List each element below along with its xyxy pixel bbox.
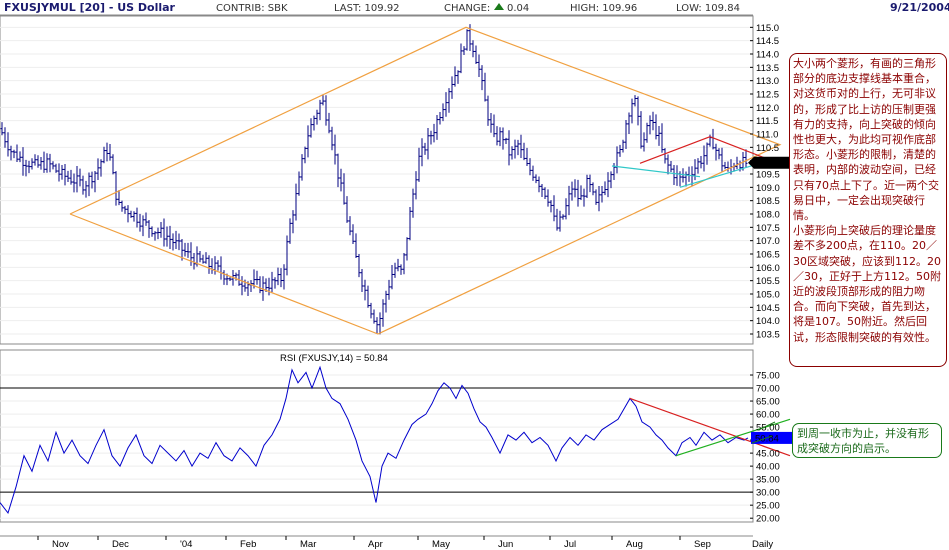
- price-tick-label: 104.5: [756, 303, 780, 314]
- x-tick-label: Jun: [498, 539, 513, 550]
- x-tick-label: May: [432, 539, 450, 550]
- rsi-title: RSI (FXUSJY,14) = 50.84: [280, 353, 388, 364]
- rsi-tick-label: 25.00: [756, 501, 780, 512]
- price-tick-label: 105.5: [756, 276, 780, 287]
- price-tick-label: 106.0: [756, 263, 780, 274]
- trendline-small-lower-left: [611, 165, 701, 178]
- price-tick-label: 109.0: [756, 183, 780, 194]
- x-tick-label: Mar: [300, 539, 316, 550]
- price-frame: [0, 15, 754, 345]
- rsi-tick-label: 60.00: [756, 410, 780, 421]
- rsi-tick-label: 65.00: [756, 397, 780, 408]
- contrib-label: CONTRIB: SBK: [216, 3, 288, 14]
- trendline-small-upper-right: [709, 136, 766, 159]
- main-annotation-para-2: 小菱形向上突破后的理论量度差不多200点，在110。20／30区域突破，应该到1…: [793, 224, 941, 344]
- x-tick-label: Sep: [694, 539, 711, 550]
- trendline-rsi-lower: [675, 418, 791, 457]
- change-up-icon: [494, 3, 504, 10]
- price-tick-label: 107.0: [756, 236, 780, 247]
- trendline-small-lower-right: [679, 162, 761, 188]
- trendline-small-upper-left: [639, 136, 711, 164]
- price-tick-label: 103.5: [756, 330, 780, 341]
- header: FXUSJYMUL [20] - US Dollar CONTRIB: SBK …: [4, 1, 949, 14]
- price-tick-label: 112.5: [756, 90, 779, 101]
- date-label: 9/21/2004: [890, 1, 949, 14]
- low-label: LOW: 109.84: [676, 3, 740, 14]
- change-label: CHANGE:: [444, 3, 490, 14]
- rsi-panel: RSI (FXUSJY,14) = 50.84 20.00 25.00 30.00 3…: [0, 349, 795, 525]
- price-tick-label: 112.0: [756, 103, 779, 114]
- trendline-big-diamond: [69, 26, 782, 335]
- price-tick-label: 106.5: [756, 250, 780, 261]
- rsi-tick-label: 70.00: [756, 384, 780, 395]
- rsi-last-value: 50.84: [755, 433, 779, 444]
- price-tick-label: 107.5: [756, 223, 780, 234]
- price-tick-label: 113.5: [756, 63, 779, 74]
- last-label: LAST: 109.92: [334, 3, 400, 14]
- price-tick-label: 105.0: [756, 290, 780, 301]
- rsi-tick-label: 40.00: [756, 462, 780, 473]
- rsi-tick-label: 20.00: [756, 514, 780, 525]
- price-tick-label: 109.5: [756, 170, 780, 181]
- x-tick-label: Daily: [752, 539, 773, 550]
- rsi-tick-label: 30.00: [756, 488, 780, 499]
- price-tick-label: 111.5: [756, 116, 778, 127]
- price-tick-label: 108.0: [756, 210, 780, 221]
- rsi-series-line: [0, 365, 749, 515]
- rsi-tick-label: 55.00: [756, 423, 780, 434]
- x-tick-label: Apr: [368, 539, 383, 550]
- rsi-tick-label: 75.00: [756, 371, 780, 382]
- last-price-tag: [748, 156, 795, 169]
- price-tick-label: 114.0: [756, 50, 779, 61]
- rsi-annotation-text: 到周一收市为止，并没有形成突破方向的启示。: [797, 427, 929, 456]
- x-tick-label: Dec: [112, 539, 129, 550]
- x-tick-label: Aug: [626, 539, 643, 550]
- x-tick-label: '04: [180, 539, 192, 550]
- change-value: 0.04: [507, 3, 529, 14]
- symbol-title: FXUSJYMUL [20] - US Dollar: [4, 1, 176, 14]
- x-tick-label: Nov: [52, 539, 69, 550]
- price-tick-label: 115.0: [756, 23, 779, 34]
- price-tick-label: 108.5: [756, 196, 780, 207]
- price-tick-label: 113.0: [756, 76, 779, 87]
- rsi-tick-label: 45.00: [756, 449, 780, 460]
- x-tick-label: Feb: [240, 539, 256, 550]
- main-annotation-para-1: 大小两个菱形，有画的三角形部分的底边支撑线基本重合，对这货币对的上行，无可非议的…: [793, 57, 939, 223]
- x-tick-label: Jul: [564, 539, 576, 550]
- price-tick-label: 104.0: [756, 316, 780, 327]
- rsi-annotation-box: 到周一收市为止，并没有形成突破方向的启示。: [792, 423, 942, 458]
- main-annotation-box: 大小两个菱形，有画的三角形部分的底边支撑线基本重合，对这货币对的上行，无可非议的…: [789, 53, 947, 367]
- price-tick-label: 114.5: [756, 36, 779, 47]
- last-price-value: 109.92: [757, 158, 786, 169]
- price-tick-label: 111.0: [756, 130, 778, 141]
- high-label: HIGH: 109.96: [570, 3, 637, 14]
- rsi-frame: [0, 349, 754, 523]
- rsi-tick-label: 35.00: [756, 475, 780, 486]
- rsi-last-tag: [751, 431, 795, 444]
- price-panel: 103.5 104.0 104.5 105.0 105.5 106.0 106.5 107.0…: [0, 15, 795, 345]
- price-tick-label: 110.5: [756, 143, 779, 154]
- trendline-rsi-upper: [629, 397, 791, 457]
- rsi-pointer-icon: [751, 421, 776, 444]
